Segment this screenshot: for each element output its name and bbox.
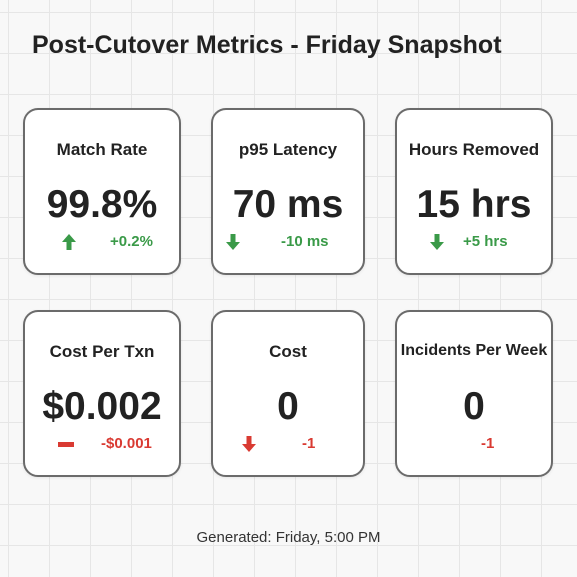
metric-value: 0 — [277, 385, 299, 428]
metric-label: p95 Latency — [238, 140, 338, 159]
metric-label: Match Rate — [56, 140, 148, 159]
metric-card-incidents-per-week: Incidents Per Week 0 -1 — [395, 310, 553, 477]
metric-label: Hours Removed — [408, 140, 540, 159]
arrow-up-icon — [62, 234, 76, 250]
metric-label: Incidents Per Week — [400, 342, 548, 359]
metric-card-p95-latency: p95 Latency 70 ms -10 ms — [211, 108, 365, 275]
metric-value: 0 — [463, 385, 485, 428]
metric-value: $0.002 — [42, 385, 162, 428]
metric-delta: -1 — [481, 435, 495, 452]
arrow-down-icon — [226, 234, 240, 250]
arrow-down-icon — [430, 234, 444, 250]
metric-label: Cost — [269, 342, 307, 361]
metric-value: 15 hrs — [416, 183, 532, 226]
metric-delta: -1 — [302, 435, 316, 452]
minus-icon — [58, 442, 74, 447]
arrow-down-icon — [242, 436, 256, 452]
metric-delta: +0.2% — [110, 233, 153, 250]
metric-delta: +5 hrs — [463, 233, 508, 250]
metric-card-cost-per-txn: Cost Per Txn $0.002 -$0.001 — [23, 310, 181, 477]
metric-value: 70 ms — [232, 183, 344, 226]
metric-value: 99.8% — [46, 183, 158, 226]
metric-delta: -10 ms — [281, 233, 329, 250]
metric-card-cost: Cost 0 -1 — [211, 310, 365, 477]
metric-delta: -$0.001 — [101, 435, 152, 452]
generated-timestamp: Generated: Friday, 5:00 PM — [196, 529, 381, 546]
metric-label: Cost Per Txn — [49, 342, 155, 361]
metric-card-hours-removed: Hours Removed 15 hrs +5 hrs — [395, 108, 553, 275]
page-title: Post-Cutover Metrics - Friday Snapshot — [32, 31, 502, 59]
metric-card-match-rate: Match Rate 99.8% +0.2% — [23, 108, 181, 275]
